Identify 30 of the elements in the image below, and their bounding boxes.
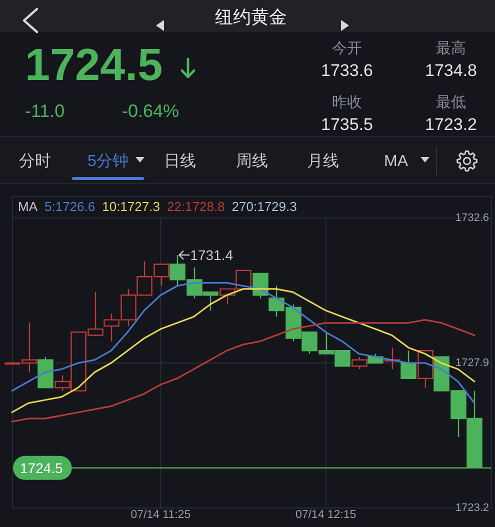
ref-line-label: 1724.5	[20, 460, 64, 476]
text: 最低	[436, 94, 466, 111]
legend-label: 270:1729.3	[232, 199, 297, 214]
x-tick-label: 07/14 11:25	[130, 509, 191, 521]
text: 最高	[436, 40, 466, 57]
text: 22:1728.8	[166, 199, 225, 214]
text: 日线	[164, 152, 196, 170]
text: 分时	[19, 152, 51, 170]
text: MA	[384, 153, 408, 170]
text: 5:1726.6	[44, 199, 96, 214]
legend-title: MA	[18, 199, 38, 214]
y-tick-label: 1727.9	[455, 357, 489, 369]
text: 今开	[332, 40, 362, 57]
y-tick-label: 1732.6	[455, 212, 489, 224]
text: 昨收	[332, 94, 362, 111]
annotation: 1731.4	[190, 247, 234, 264]
text: -11.0	[25, 101, 65, 121]
text: 5分钟	[88, 153, 128, 170]
text: 1723.2	[425, 115, 477, 134]
text: 1734.8	[425, 61, 477, 80]
text: 1733.6	[321, 61, 373, 80]
text: 月线	[307, 152, 339, 170]
text: 1724.5	[25, 39, 163, 90]
text: -0.64%	[122, 101, 180, 121]
text: 10:1727.3	[102, 199, 160, 214]
text: 纽约黄金	[215, 7, 287, 27]
x-tick-label: 07/14 12:15	[295, 509, 356, 521]
y-tick-label: 1723.2	[455, 502, 489, 514]
text: 周线	[236, 152, 268, 170]
text: 1735.5	[321, 115, 373, 134]
